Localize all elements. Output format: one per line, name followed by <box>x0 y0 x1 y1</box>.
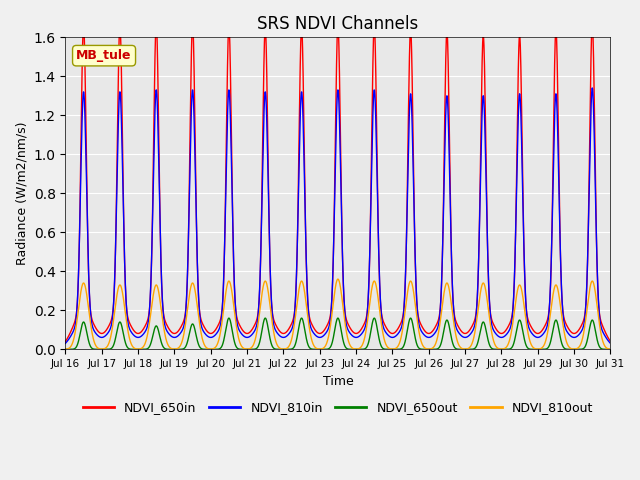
NDVI_810in <box>596 317 604 323</box>
NDVI_650in <box>61 338 69 344</box>
NDVI_810out <box>294 293 302 299</box>
NDVI_650out <box>124 345 131 350</box>
NDVI_810out <box>124 325 131 331</box>
NDVI_810in <box>271 324 278 330</box>
NDVI_810out <box>271 333 278 339</box>
NDVI_650in <box>152 21 160 26</box>
Line: NDVI_650out: NDVI_650out <box>65 318 611 349</box>
Line: NDVI_810in: NDVI_810in <box>65 88 611 343</box>
Line: NDVI_650in: NDVI_650in <box>65 24 611 341</box>
NDVI_810in <box>294 211 302 216</box>
NDVI_650out <box>607 347 614 352</box>
NDVI_810out <box>596 324 604 330</box>
NDVI_810in <box>61 340 69 346</box>
NDVI_810out <box>334 276 342 282</box>
NDVI_810out <box>607 346 614 352</box>
NDVI_650out <box>156 334 164 340</box>
X-axis label: Time: Time <box>323 374 353 387</box>
NDVI_650out <box>271 346 278 352</box>
NDVI_650out <box>61 347 69 352</box>
NDVI_810out <box>61 346 69 352</box>
NDVI_650out <box>596 345 604 350</box>
NDVI_810in <box>124 317 131 323</box>
Title: SRS NDVI Channels: SRS NDVI Channels <box>257 15 419 33</box>
NDVI_810out <box>538 346 545 351</box>
NDVI_650in <box>124 313 131 319</box>
NDVI_650in <box>607 338 614 344</box>
Y-axis label: Radiance (W/m2/nm/s): Radiance (W/m2/nm/s) <box>15 121 28 265</box>
NDVI_650out <box>225 315 233 321</box>
Legend: NDVI_650in, NDVI_810in, NDVI_650out, NDVI_810out: NDVI_650in, NDVI_810in, NDVI_650out, NDV… <box>78 396 598 419</box>
NDVI_650out <box>294 328 302 334</box>
NDVI_810in <box>607 340 614 346</box>
NDVI_650in <box>596 314 604 320</box>
NDVI_650in <box>294 192 302 198</box>
NDVI_650in <box>271 319 278 325</box>
NDVI_810out <box>156 297 164 302</box>
Line: NDVI_810out: NDVI_810out <box>65 279 611 349</box>
NDVI_650in <box>538 329 545 335</box>
NDVI_650out <box>538 347 545 352</box>
NDVI_810in <box>537 333 545 339</box>
NDVI_810in <box>588 85 596 91</box>
Text: MB_tule: MB_tule <box>76 49 132 62</box>
NDVI_810in <box>156 215 164 221</box>
NDVI_650in <box>156 218 164 224</box>
